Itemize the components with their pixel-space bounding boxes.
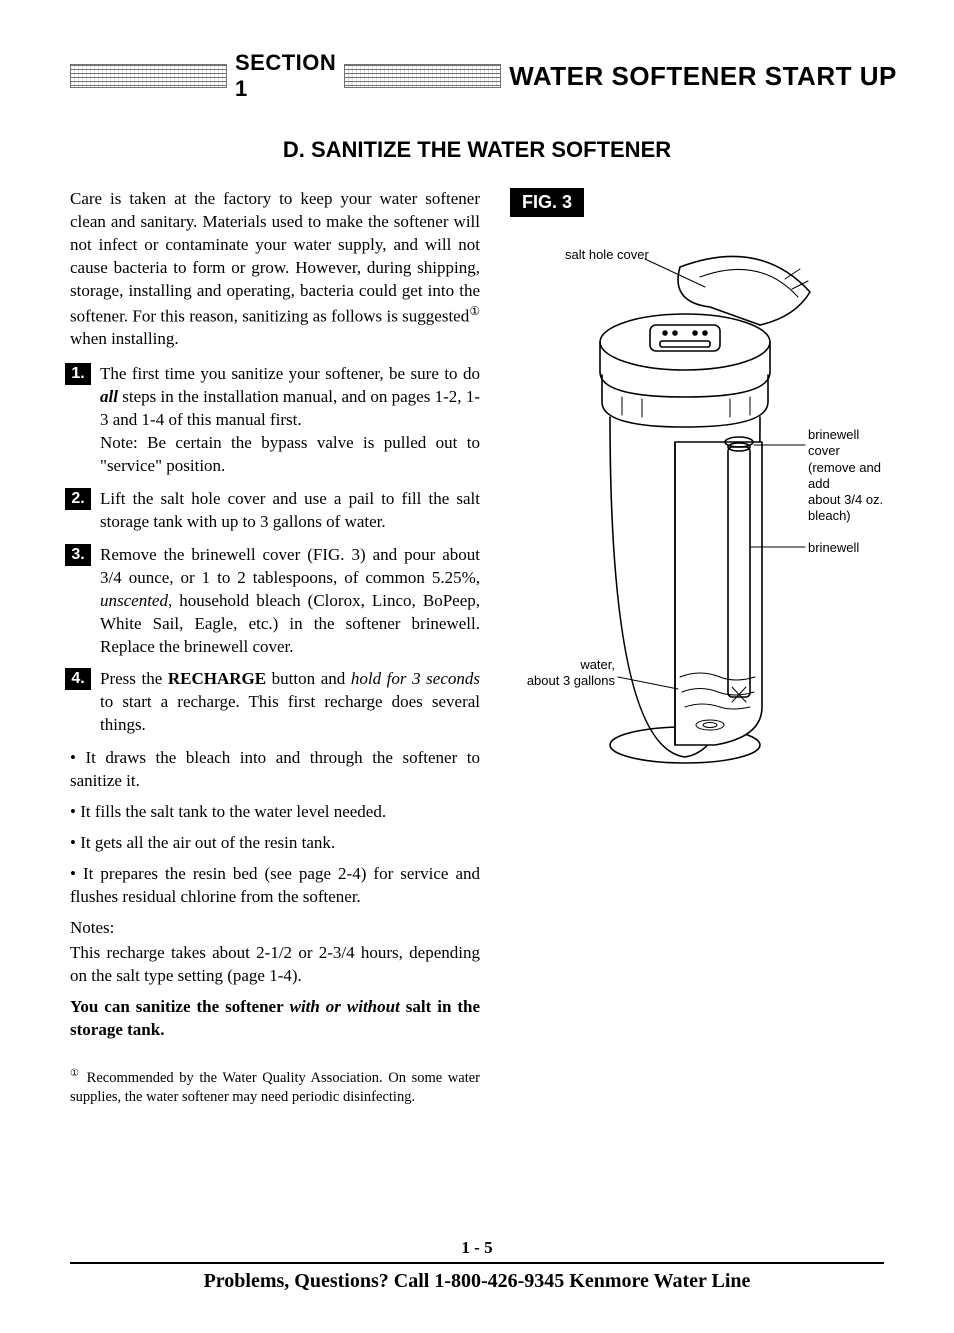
notes-body: This recharge takes about 2-1/2 or 2-3/4… bbox=[70, 942, 480, 988]
step-text: Remove the brinewell cover (FIG. 3) and … bbox=[100, 545, 480, 656]
footer-line: Problems, Questions? Call 1-800-426-9345… bbox=[70, 1270, 884, 1293]
step-number: 1. bbox=[65, 363, 91, 385]
page-title: WATER SOFTENER START UP bbox=[509, 61, 897, 92]
footer-rule bbox=[70, 1262, 884, 1264]
step-number: 4. bbox=[65, 668, 91, 690]
callout-water: water, about 3 gallons bbox=[520, 657, 615, 690]
header-hatch-right bbox=[344, 64, 501, 88]
footnote: ① Recommended by the Water Quality Assoc… bbox=[70, 1067, 480, 1108]
bullet-item: • It fills the salt tank to the water le… bbox=[70, 801, 480, 824]
step-1: 1. The first time you sanitize your soft… bbox=[70, 363, 480, 478]
callout-brinewell-cover: brinewell cover (remove and add about 3/… bbox=[808, 427, 890, 525]
step-number: 3. bbox=[65, 544, 91, 566]
bullet-item: • It draws the bleach into and through t… bbox=[70, 747, 480, 793]
header-hatch-left bbox=[70, 64, 227, 88]
step-2: 2. Lift the salt hole cover and use a pa… bbox=[70, 488, 480, 534]
notes-label: Notes: bbox=[70, 917, 480, 940]
content-columns: Care is taken at the factory to keep you… bbox=[70, 188, 884, 1108]
section-subtitle: D. SANITIZE THE WATER SOFTENER bbox=[70, 137, 884, 163]
figure-column: FIG. 3 bbox=[510, 188, 890, 772]
step-3: 3. Remove the brinewell cover (FIG. 3) a… bbox=[70, 544, 480, 659]
callout-salt-hole-cover: salt hole cover bbox=[565, 247, 649, 263]
text-column: Care is taken at the factory to keep you… bbox=[70, 188, 480, 1108]
step-text: Press the RECHARGE button and hold for 3… bbox=[100, 669, 480, 734]
figure-3: salt hole cover brinewell cover (remove … bbox=[510, 247, 890, 772]
page-header: SECTION 1 WATER SOFTENER START UP bbox=[70, 50, 884, 102]
step-text: Lift the salt hole cover and use a pail … bbox=[100, 489, 480, 531]
bullet-item: • It prepares the resin bed (see page 2-… bbox=[70, 863, 480, 909]
closing-sentence: You can sanitize the softener with or wi… bbox=[70, 996, 480, 1042]
step-text: The first time you sanitize your softene… bbox=[100, 364, 480, 475]
intro-paragraph: Care is taken at the factory to keep you… bbox=[70, 188, 480, 351]
callout-brinewell: brinewell bbox=[808, 540, 859, 556]
section-label: SECTION 1 bbox=[235, 50, 336, 102]
step-number: 2. bbox=[65, 488, 91, 510]
page-number: 1 - 5 bbox=[70, 1238, 884, 1258]
bullet-item: • It gets all the air out of the resin t… bbox=[70, 832, 480, 855]
step-4: 4. Press the RECHARGE button and hold fo… bbox=[70, 668, 480, 737]
figure-label: FIG. 3 bbox=[510, 188, 584, 217]
manual-page: SECTION 1 WATER SOFTENER START UP D. SAN… bbox=[0, 0, 954, 1333]
